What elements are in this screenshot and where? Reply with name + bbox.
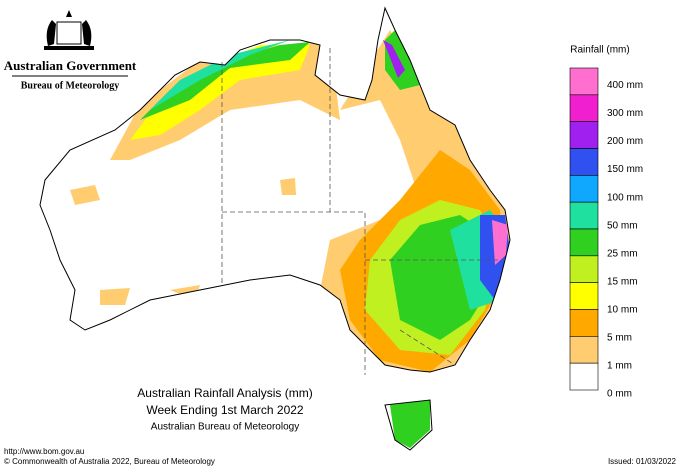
legend-label: 200 mm [607, 136, 643, 147]
issued-date: Issued: 01/03/2022 [608, 457, 677, 466]
legend-swatch [569, 282, 599, 310]
legend-label: 10 mm [607, 304, 638, 315]
map-subtitle: Week Ending 1st March 2022 [146, 403, 304, 417]
legend-label: 300 mm [607, 108, 643, 119]
coastline [39, 6, 511, 451]
legend-swatch [569, 94, 599, 122]
legend-title: Rainfall (mm) [570, 45, 629, 56]
legend-swatch [569, 336, 599, 364]
legend-swatch [569, 121, 599, 149]
legend-label: 1 mm [607, 361, 632, 372]
website-url: http://www.bom.gov.au [4, 447, 84, 456]
legend-swatch [569, 175, 599, 203]
agency-name: Bureau of Meteorology [21, 80, 120, 91]
government-name: Australian Government [4, 58, 137, 73]
legend-swatch [569, 201, 599, 230]
legend-label: 5 mm [607, 333, 632, 344]
legend-label: 100 mm [607, 192, 643, 203]
coat-of-arms [44, 10, 94, 50]
map-title: Australian Rainfall Analysis (mm) [137, 386, 312, 400]
legend-label: 400 mm [607, 80, 643, 91]
legend-swatch [569, 255, 599, 283]
legend-label: 50 mm [607, 220, 638, 231]
legend-label: 0 mm [607, 389, 632, 400]
map-source: Australian Bureau of Meteorology [151, 422, 299, 433]
legend-label: 15 mm [607, 276, 638, 287]
legend: 400 mm 300 mm 200 mm 150 mm 100 mm 50 mm 25 mm… [569, 67, 643, 400]
legend-swatch [569, 148, 599, 176]
legend-swatch [569, 67, 599, 96]
legend-swatch [569, 228, 599, 257]
legend-label: 25 mm [607, 248, 638, 259]
legend-label: 150 mm [607, 164, 643, 175]
legend-swatch [569, 362, 599, 391]
copyright: © Commonwealth of Australia 2022, Bureau… [4, 457, 215, 466]
state-borders [221, 48, 505, 375]
legend-swatch [569, 309, 599, 337]
